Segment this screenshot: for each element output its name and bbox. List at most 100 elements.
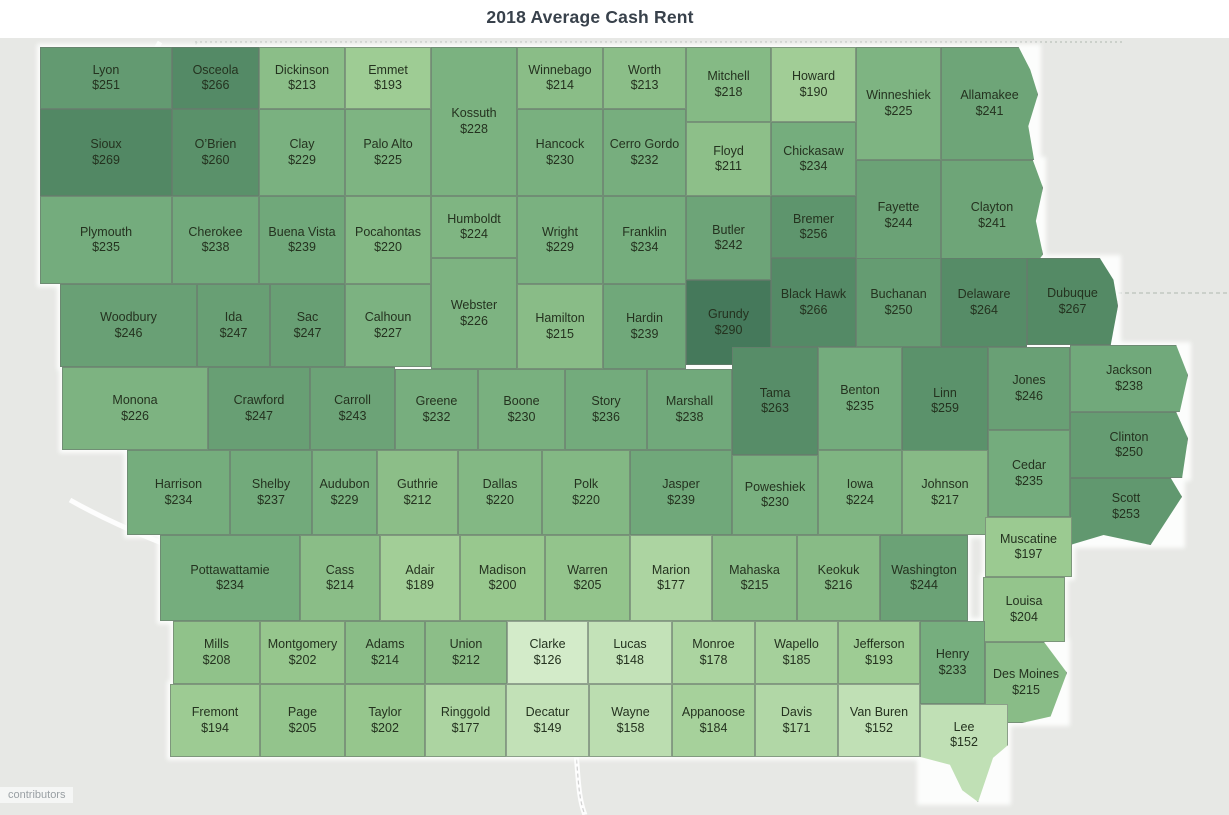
- county-ida[interactable]: Ida $247: [197, 284, 270, 367]
- county-pocahontas[interactable]: Pocahontas $220: [345, 196, 431, 284]
- county-kossuth[interactable]: Kossuth $228: [431, 47, 517, 196]
- county-benton[interactable]: Benton $235: [818, 347, 902, 450]
- county-mitchell[interactable]: Mitchell $218: [686, 47, 771, 122]
- county-black-hawk[interactable]: Black Hawk $266: [771, 258, 856, 347]
- county-clayton[interactable]: Clayton $241: [941, 160, 1043, 271]
- county-palo-alto[interactable]: Palo Alto $225: [345, 109, 431, 196]
- county-clarke[interactable]: Clarke $126: [507, 621, 588, 684]
- county-mahaska[interactable]: Mahaska $215: [712, 535, 797, 621]
- county-marion[interactable]: Marion $177: [630, 535, 712, 621]
- county-jasper[interactable]: Jasper $239: [630, 450, 732, 535]
- county-jefferson[interactable]: Jefferson $193: [838, 621, 920, 684]
- county-decatur[interactable]: Decatur $149: [506, 684, 589, 757]
- county-union[interactable]: Union $212: [425, 621, 507, 684]
- county-fremont[interactable]: Fremont $194: [170, 684, 260, 757]
- county-wright[interactable]: Wright $229: [517, 196, 603, 284]
- county-guthrie[interactable]: Guthrie $212: [377, 450, 458, 535]
- county-buena-vista[interactable]: Buena Vista $239: [259, 196, 345, 284]
- county-scott[interactable]: Scott $253: [1070, 478, 1182, 545]
- county-harrison[interactable]: Harrison $234: [127, 450, 230, 535]
- county-appanoose[interactable]: Appanoose $184: [672, 684, 755, 757]
- county-jones[interactable]: Jones $246: [988, 347, 1070, 430]
- county-adair[interactable]: Adair $189: [380, 535, 460, 621]
- county-franklin[interactable]: Franklin $234: [603, 196, 686, 284]
- county-marshall[interactable]: Marshall $238: [647, 369, 732, 450]
- county-cedar[interactable]: Cedar $235: [988, 430, 1070, 517]
- county-page[interactable]: Page $205: [260, 684, 345, 757]
- county-webster[interactable]: Webster $226: [431, 258, 517, 369]
- county-wayne[interactable]: Wayne $158: [589, 684, 672, 757]
- county-taylor[interactable]: Taylor $202: [345, 684, 425, 757]
- county-washington[interactable]: Washington $244: [880, 535, 968, 621]
- county-story[interactable]: Story $236: [565, 369, 647, 450]
- county-crawford[interactable]: Crawford $247: [208, 367, 310, 450]
- county-clay[interactable]: Clay $229: [259, 109, 345, 196]
- county-o-brien[interactable]: O’Brien $260: [172, 109, 259, 196]
- county-howard[interactable]: Howard $190: [771, 47, 856, 122]
- county-tama[interactable]: Tama $263: [732, 347, 818, 455]
- county-muscatine[interactable]: Muscatine $197: [985, 517, 1072, 577]
- county-keokuk[interactable]: Keokuk $216: [797, 535, 880, 621]
- county-shelby[interactable]: Shelby $237: [230, 450, 312, 535]
- county-monroe[interactable]: Monroe $178: [672, 621, 755, 684]
- county-boone[interactable]: Boone $230: [478, 369, 565, 450]
- county-calhoun[interactable]: Calhoun $227: [345, 284, 431, 367]
- county-iowa[interactable]: Iowa $224: [818, 450, 902, 535]
- county-name-label: Kossuth: [451, 106, 497, 120]
- county-cass[interactable]: Cass $214: [300, 535, 380, 621]
- county-montgomery[interactable]: Montgomery $202: [260, 621, 345, 684]
- county-van-buren[interactable]: Van Buren $152: [838, 684, 920, 757]
- county-woodbury[interactable]: Woodbury $246: [60, 284, 197, 367]
- county-osceola[interactable]: Osceola $266: [172, 47, 259, 109]
- county-bremer[interactable]: Bremer $256: [771, 196, 856, 258]
- county-dickinson[interactable]: Dickinson $213: [259, 47, 345, 109]
- county-warren[interactable]: Warren $205: [545, 535, 630, 621]
- county-monona[interactable]: Monona $226: [62, 367, 208, 450]
- county-emmet[interactable]: Emmet $193: [345, 47, 431, 109]
- county-linn[interactable]: Linn $259: [902, 347, 988, 455]
- county-delaware[interactable]: Delaware $264: [941, 258, 1027, 347]
- county-poweshiek[interactable]: Poweshiek $230: [732, 455, 818, 535]
- county-clinton[interactable]: Clinton $250: [1070, 412, 1188, 478]
- county-henry[interactable]: Henry $233: [920, 621, 985, 704]
- county-ringgold[interactable]: Ringgold $177: [425, 684, 506, 757]
- county-sac[interactable]: Sac $247: [270, 284, 345, 367]
- county-lucas[interactable]: Lucas $148: [588, 621, 672, 684]
- county-louisa[interactable]: Louisa $204: [983, 577, 1065, 642]
- county-carroll[interactable]: Carroll $243: [310, 367, 395, 450]
- county-worth[interactable]: Worth $213: [603, 47, 686, 109]
- county-plymouth[interactable]: Plymouth $235: [40, 196, 172, 284]
- county-audubon[interactable]: Audubon $229: [312, 450, 377, 535]
- county-allamakee[interactable]: Allamakee $241: [941, 47, 1038, 160]
- county-wapello[interactable]: Wapello $185: [755, 621, 838, 684]
- county-dallas[interactable]: Dallas $220: [458, 450, 542, 535]
- county-chickasaw[interactable]: Chickasaw $234: [771, 122, 856, 196]
- county-winnebago[interactable]: Winnebago $214: [517, 47, 603, 109]
- county-hardin[interactable]: Hardin $239: [603, 284, 686, 369]
- county-grundy[interactable]: Grundy $290: [686, 280, 771, 365]
- county-sioux[interactable]: Sioux $269: [40, 109, 172, 196]
- county-butler[interactable]: Butler $242: [686, 196, 771, 280]
- county-greene[interactable]: Greene $232: [395, 369, 478, 450]
- county-fayette[interactable]: Fayette $244: [856, 160, 941, 271]
- county-jackson[interactable]: Jackson $238: [1070, 345, 1188, 412]
- county-humboldt[interactable]: Humboldt $224: [431, 196, 517, 258]
- county-cherokee[interactable]: Cherokee $238: [172, 196, 259, 284]
- county-hamilton[interactable]: Hamilton $215: [517, 284, 603, 369]
- map-attribution-link[interactable]: contributors: [0, 787, 74, 803]
- county-winneshiek[interactable]: Winneshiek $225: [856, 47, 941, 160]
- county-polk[interactable]: Polk $220: [542, 450, 630, 535]
- county-lee[interactable]: Lee $152: [920, 704, 1008, 802]
- county-adams[interactable]: Adams $214: [345, 621, 425, 684]
- county-madison[interactable]: Madison $200: [460, 535, 545, 621]
- county-cerro-gordo[interactable]: Cerro Gordo $232: [603, 109, 686, 196]
- county-mills[interactable]: Mills $208: [173, 621, 260, 684]
- county-hancock[interactable]: Hancock $230: [517, 109, 603, 196]
- county-buchanan[interactable]: Buchanan $250: [856, 258, 941, 347]
- county-lyon[interactable]: Lyon $251: [40, 47, 172, 109]
- county-pottawattamie[interactable]: Pottawattamie $234: [160, 535, 300, 621]
- county-johnson[interactable]: Johnson $217: [902, 450, 988, 535]
- county-dubuque[interactable]: Dubuque $267: [1027, 258, 1118, 345]
- county-davis[interactable]: Davis $171: [755, 684, 838, 757]
- county-floyd[interactable]: Floyd $211: [686, 122, 771, 196]
